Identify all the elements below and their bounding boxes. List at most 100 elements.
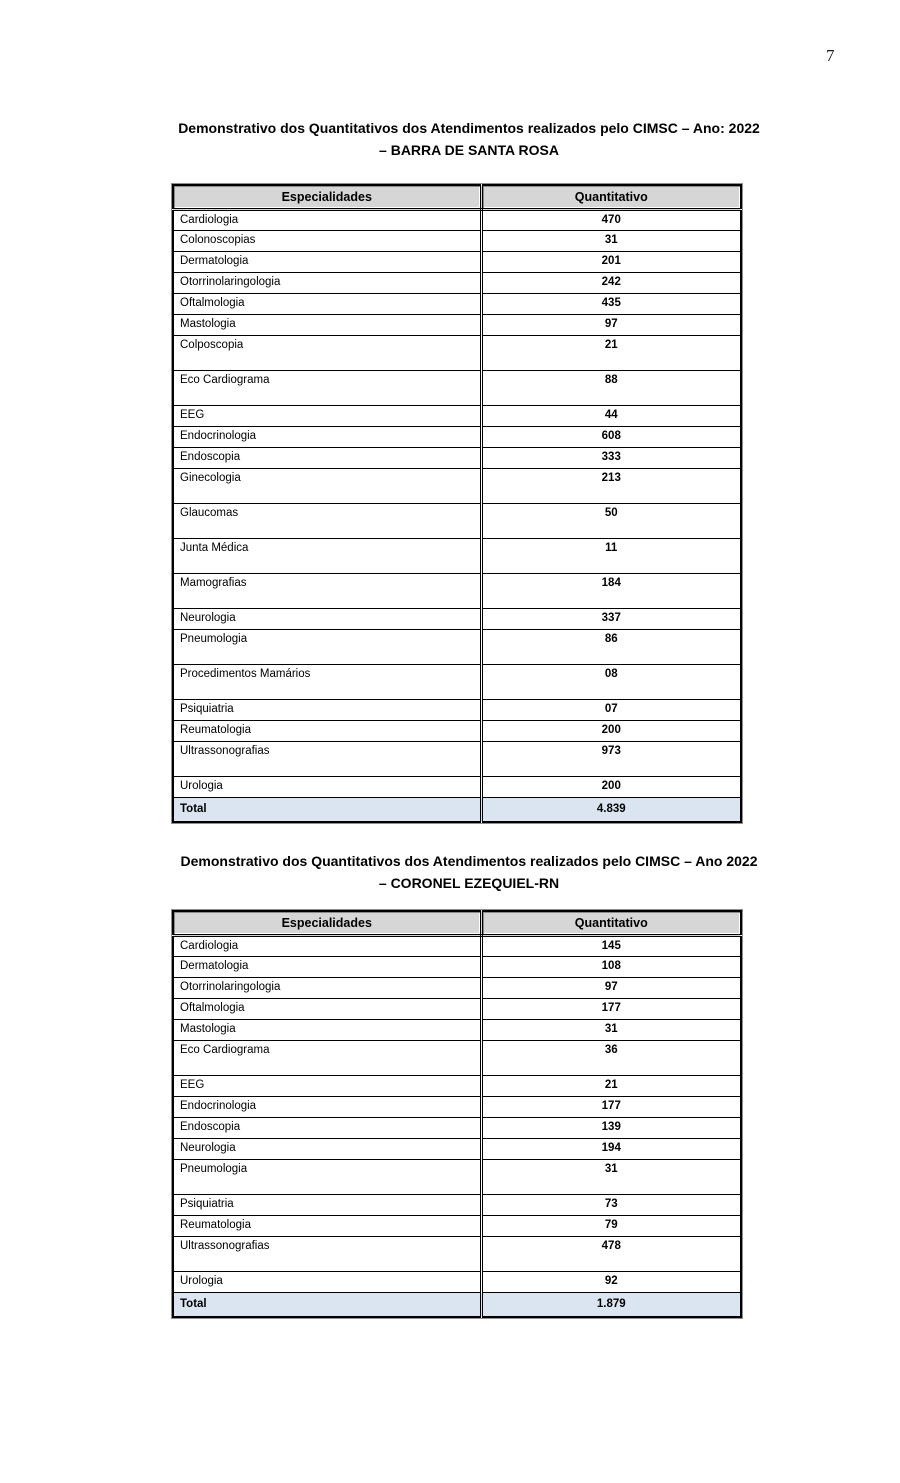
specialty-cell: Cardiologia <box>172 209 483 231</box>
table-row: Procedimentos Mamários 08 <box>172 664 742 700</box>
table-1-title-line-2: – BARRA DE SANTA ROSA <box>379 142 559 158</box>
specialty-cell: Ultrassonografias <box>172 1236 483 1272</box>
quantity-cell: 11 <box>480 538 742 574</box>
specialty-cell: Urologia <box>172 1271 483 1293</box>
table-row: Dermatologia 201 <box>172 251 742 273</box>
table-row: Oftalmologia 435 <box>172 293 742 315</box>
column-header-especialidades: Especialidades <box>172 910 483 937</box>
quantity-cell: 79 <box>480 1215 742 1237</box>
quantity-cell: 973 <box>480 741 742 777</box>
quantity-cell: 213 <box>480 468 742 504</box>
total-label-cell: Total <box>172 1292 483 1317</box>
table-2-title-line-1: Demonstrativo dos Quantitativos dos Aten… <box>180 853 758 869</box>
quantity-cell: 200 <box>480 776 742 798</box>
table-row: Ginecologia 213 <box>172 468 742 504</box>
specialty-cell: Reumatologia <box>172 1215 483 1237</box>
specialty-cell: Oftalmologia <box>172 293 483 315</box>
quantity-cell: 21 <box>480 1075 742 1097</box>
quantity-cell: 97 <box>480 314 742 336</box>
table-row: EEG 21 <box>172 1075 742 1097</box>
specialty-cell: Junta Médica <box>172 538 483 574</box>
specialty-cell: Ultrassonografias <box>172 741 483 777</box>
table-row: Oftalmologia 177 <box>172 998 742 1020</box>
column-header-quantitativo: Quantitativo <box>480 910 742 937</box>
specialties-table-barra-de-santa-rosa: Especialidades Quantitativo Cardiologia 4… <box>172 184 742 823</box>
quantity-cell: 31 <box>480 1019 742 1041</box>
quantity-cell: 200 <box>480 720 742 742</box>
specialty-cell: Pneumologia <box>172 629 483 665</box>
table-row: Reumatologia 79 <box>172 1215 742 1237</box>
table-row: Ultrassonografias 478 <box>172 1236 742 1272</box>
table-row: Mamografias 184 <box>172 573 742 609</box>
total-row: Total 1.879 <box>172 1292 742 1317</box>
quantity-cell: 201 <box>480 251 742 273</box>
table-1-title-line-1: Demonstrativo dos Quantitativos dos Aten… <box>178 120 760 136</box>
header-row: Especialidades Quantitativo <box>172 910 742 937</box>
specialty-cell: Eco Cardiograma <box>172 1040 483 1076</box>
specialty-cell: EEG <box>172 405 483 427</box>
specialty-cell: EEG <box>172 1075 483 1097</box>
header-row: Especialidades Quantitativo <box>172 184 742 211</box>
specialty-cell: Pneumologia <box>172 1159 483 1195</box>
quantity-cell: 88 <box>480 370 742 406</box>
specialty-cell: Endocrinologia <box>172 1096 483 1118</box>
specialty-cell: Otorrinolaringologia <box>172 977 483 999</box>
table-1-title: Demonstrativo dos Quantitativos dos Aten… <box>38 117 900 161</box>
quantity-cell: 31 <box>480 1159 742 1195</box>
table-row: Neurologia 194 <box>172 1138 742 1160</box>
quantity-cell: 184 <box>480 573 742 609</box>
specialty-cell: Ginecologia <box>172 468 483 504</box>
specialty-cell: Neurologia <box>172 1138 483 1160</box>
quantity-cell: 139 <box>480 1117 742 1139</box>
table-row: Eco Cardiograma 36 <box>172 1040 742 1076</box>
quantity-cell: 608 <box>480 426 742 448</box>
table-row: Junta Médica 11 <box>172 538 742 574</box>
quantity-cell: 194 <box>480 1138 742 1160</box>
quantity-cell: 177 <box>480 998 742 1020</box>
table-row: Cardiologia 145 <box>172 935 742 957</box>
specialty-cell: Urologia <box>172 776 483 798</box>
specialty-cell: Cardiologia <box>172 935 483 957</box>
specialties-table-coronel-ezequiel: Especialidades Quantitativo Cardiologia 1… <box>172 910 742 1318</box>
table-row: Endoscopia 139 <box>172 1117 742 1139</box>
specialty-cell: Oftalmologia <box>172 998 483 1020</box>
total-label-cell: Total <box>172 797 483 822</box>
column-header-quantitativo: Quantitativo <box>480 184 742 211</box>
specialty-cell: Endoscopia <box>172 447 483 469</box>
table-row: Endocrinologia 177 <box>172 1096 742 1118</box>
table-row: Endocrinologia 608 <box>172 426 742 448</box>
table-2-title-line-2: – CORONEL EZEQUIEL-RN <box>378 875 560 891</box>
table-row: Pneumologia 86 <box>172 629 742 665</box>
total-row: Total 4.839 <box>172 797 742 822</box>
table-row: Psiquiatria 73 <box>172 1194 742 1216</box>
specialty-cell: Psiquiatria <box>172 1194 483 1216</box>
quantity-cell: 44 <box>480 405 742 427</box>
quantity-cell: 73 <box>480 1194 742 1216</box>
quantity-cell: 337 <box>480 608 742 630</box>
quantity-cell: 242 <box>480 272 742 294</box>
quantity-cell: 31 <box>480 230 742 252</box>
quantity-cell: 36 <box>480 1040 742 1076</box>
quantity-cell: 50 <box>480 503 742 539</box>
quantity-cell: 92 <box>480 1271 742 1293</box>
quantity-cell: 21 <box>480 335 742 371</box>
specialty-cell: Otorrinolaringologia <box>172 272 483 294</box>
table-row: Endoscopia 333 <box>172 447 742 469</box>
quantity-cell: 478 <box>480 1236 742 1272</box>
table-row: Otorrinolaringologia 242 <box>172 272 742 294</box>
specialty-cell: Endoscopia <box>172 1117 483 1139</box>
quantity-cell: 07 <box>480 699 742 721</box>
specialty-cell: Endocrinologia <box>172 426 483 448</box>
quantity-cell: 145 <box>480 935 742 957</box>
quantity-cell: 108 <box>480 956 742 978</box>
table-row: Urologia 92 <box>172 1271 742 1293</box>
table-row: Psiquiatria 07 <box>172 699 742 721</box>
table-row: EEG 44 <box>172 405 742 427</box>
specialty-cell: Eco Cardiograma <box>172 370 483 406</box>
specialty-cell: Glaucomas <box>172 503 483 539</box>
specialty-cell: Mastologia <box>172 314 483 336</box>
table-row: Neurologia 337 <box>172 608 742 630</box>
specialty-cell: Reumatologia <box>172 720 483 742</box>
table-row: Pneumologia 31 <box>172 1159 742 1195</box>
specialty-cell: Procedimentos Mamários <box>172 664 483 700</box>
